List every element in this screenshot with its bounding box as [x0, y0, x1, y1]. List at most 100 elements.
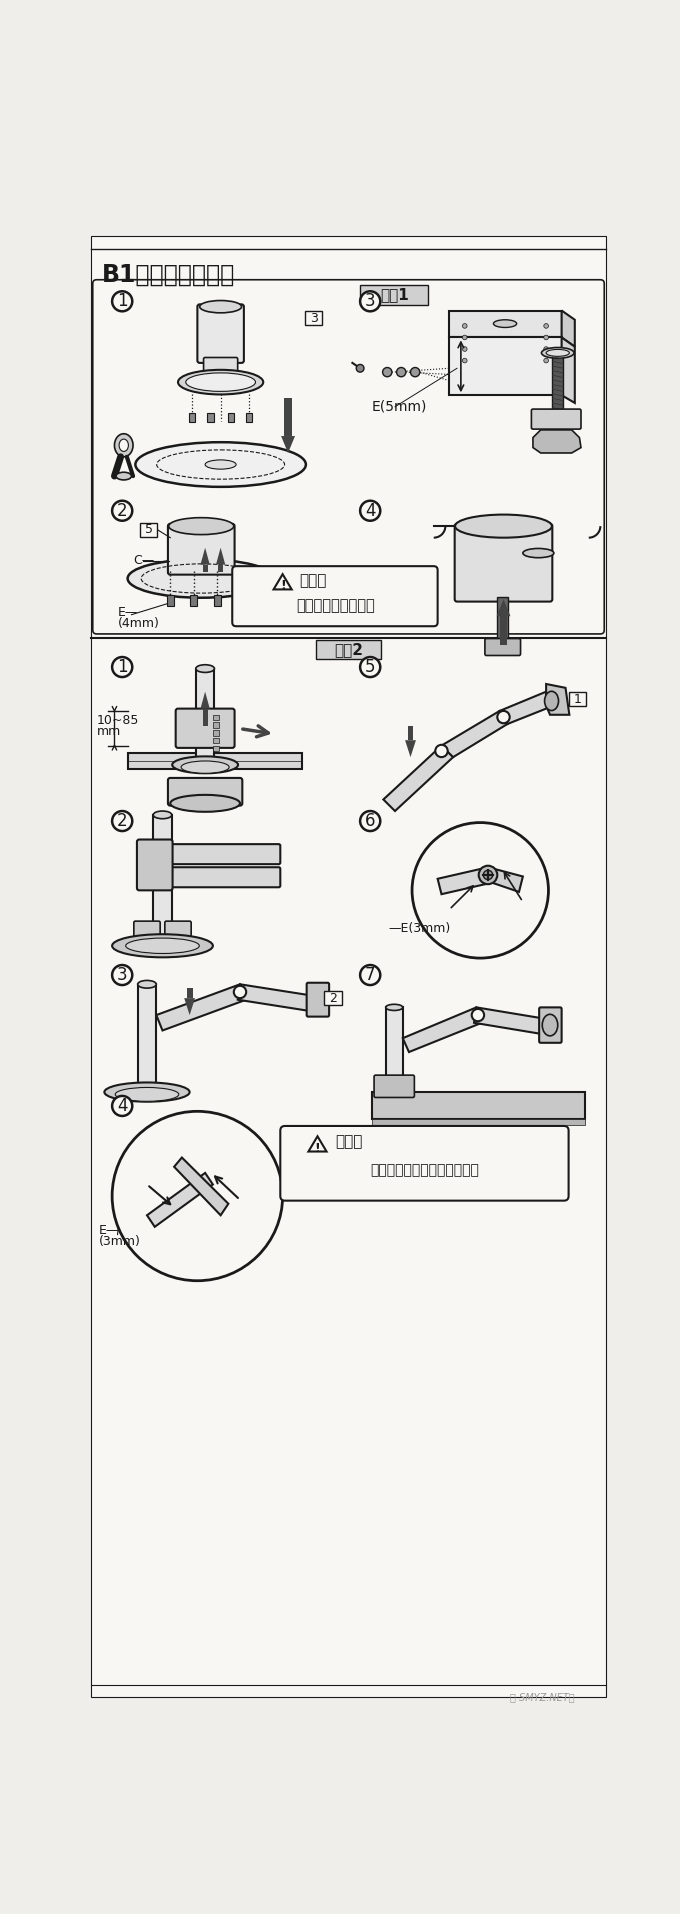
Bar — [196, 668, 214, 762]
Circle shape — [462, 358, 467, 364]
Text: (4mm): (4mm) — [118, 616, 159, 630]
Polygon shape — [184, 997, 195, 1014]
FancyBboxPatch shape — [168, 777, 242, 806]
Text: mm: mm — [97, 725, 121, 739]
Circle shape — [112, 1097, 133, 1116]
Text: 6: 6 — [365, 812, 375, 831]
Circle shape — [360, 501, 380, 521]
Bar — [190, 595, 197, 607]
Ellipse shape — [137, 980, 156, 988]
Circle shape — [360, 965, 380, 986]
Circle shape — [112, 812, 133, 831]
FancyBboxPatch shape — [175, 708, 235, 748]
Bar — [153, 815, 172, 946]
Ellipse shape — [115, 1087, 179, 1101]
FancyBboxPatch shape — [485, 639, 521, 655]
Circle shape — [360, 812, 380, 831]
Ellipse shape — [116, 473, 131, 480]
Ellipse shape — [153, 812, 172, 819]
FancyBboxPatch shape — [165, 921, 191, 938]
Polygon shape — [546, 683, 569, 714]
Ellipse shape — [411, 367, 420, 377]
Text: 5: 5 — [145, 524, 152, 536]
Bar — [316, 639, 381, 658]
Text: E—: E— — [118, 607, 138, 618]
Polygon shape — [201, 691, 209, 708]
Ellipse shape — [494, 320, 517, 327]
Ellipse shape — [396, 367, 406, 377]
Bar — [213, 729, 219, 735]
Ellipse shape — [523, 549, 554, 557]
Bar — [324, 991, 341, 1005]
Bar — [372, 1120, 585, 1125]
Circle shape — [472, 1009, 484, 1022]
Polygon shape — [533, 431, 581, 454]
Ellipse shape — [545, 691, 558, 710]
Ellipse shape — [186, 373, 256, 390]
FancyBboxPatch shape — [455, 524, 552, 601]
Polygon shape — [500, 691, 554, 723]
Polygon shape — [562, 310, 575, 346]
Polygon shape — [201, 547, 209, 565]
Polygon shape — [488, 867, 523, 892]
Circle shape — [112, 965, 133, 986]
Polygon shape — [405, 741, 416, 758]
Bar — [203, 708, 207, 725]
Polygon shape — [238, 984, 313, 1011]
Text: !: ! — [315, 1141, 320, 1154]
Text: 一定要把耶丝锁紧。: 一定要把耶丝锁紧。 — [296, 597, 375, 612]
Polygon shape — [128, 754, 302, 769]
Text: 3: 3 — [309, 312, 318, 325]
Text: (3mm): (3mm) — [99, 1235, 141, 1248]
Bar — [372, 1093, 585, 1120]
Text: 値 SMYZ.NET《: 値 SMYZ.NET《 — [510, 1692, 575, 1702]
Polygon shape — [438, 867, 492, 894]
Ellipse shape — [383, 367, 392, 377]
Circle shape — [112, 501, 133, 521]
Bar — [203, 565, 207, 572]
Bar — [386, 1007, 403, 1097]
Circle shape — [360, 291, 380, 312]
FancyBboxPatch shape — [137, 840, 173, 890]
Ellipse shape — [386, 1005, 403, 1011]
Text: 7: 7 — [365, 967, 375, 984]
Polygon shape — [384, 746, 453, 812]
Text: 步骤1: 步骤1 — [380, 287, 409, 302]
Circle shape — [112, 291, 133, 312]
Ellipse shape — [546, 350, 569, 356]
Circle shape — [544, 358, 549, 364]
Bar — [552, 352, 563, 415]
Bar — [228, 413, 234, 423]
Text: E(5mm): E(5mm) — [372, 400, 427, 413]
Text: 警告：: 警告： — [335, 1135, 362, 1150]
Text: 3: 3 — [365, 293, 375, 310]
Polygon shape — [147, 1173, 213, 1227]
Bar — [213, 722, 219, 727]
Polygon shape — [441, 710, 507, 758]
Text: 2: 2 — [329, 991, 337, 1005]
Ellipse shape — [126, 938, 199, 953]
Bar — [214, 595, 220, 607]
Circle shape — [462, 323, 467, 327]
Ellipse shape — [128, 559, 275, 597]
Bar — [207, 413, 214, 423]
FancyBboxPatch shape — [168, 524, 235, 574]
Circle shape — [462, 335, 467, 341]
Bar — [360, 285, 428, 304]
Text: 1: 1 — [117, 293, 128, 310]
Bar — [137, 984, 156, 1093]
Bar — [140, 523, 157, 538]
Text: 5: 5 — [365, 658, 375, 676]
Text: E—: E— — [99, 1225, 119, 1236]
Bar — [497, 597, 508, 643]
Circle shape — [435, 745, 447, 758]
FancyBboxPatch shape — [233, 567, 438, 626]
Ellipse shape — [455, 515, 552, 538]
Ellipse shape — [169, 517, 234, 534]
Circle shape — [356, 364, 364, 371]
Ellipse shape — [112, 934, 213, 957]
FancyBboxPatch shape — [197, 304, 244, 364]
FancyBboxPatch shape — [280, 1125, 568, 1200]
Circle shape — [544, 323, 549, 327]
Circle shape — [234, 986, 246, 997]
